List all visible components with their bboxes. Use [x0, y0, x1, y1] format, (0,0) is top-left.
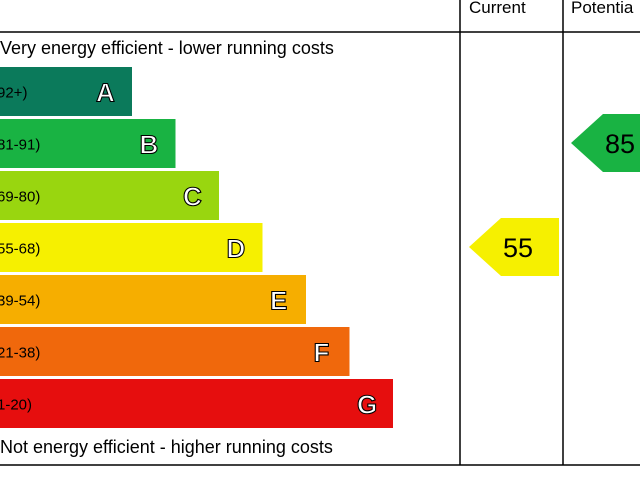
- band-letter-a: A: [96, 78, 115, 108]
- current-column-header: Current: [469, 0, 526, 17]
- rating-bar-d: [0, 223, 263, 272]
- rating-bar-f: [0, 327, 350, 376]
- rating-bars: 92+) A 81-91) B 69-80) C 55-68) D 39-54) E 21-38) F…: [0, 67, 393, 428]
- top-caption: Very energy efficient - lower running co…: [0, 38, 334, 58]
- rating-bar-e: [0, 275, 306, 324]
- range-label-a: 92+): [0, 85, 27, 102]
- rating-bar-c: [0, 171, 219, 220]
- bottom-caption: Not energy efficient - higher running co…: [0, 437, 333, 457]
- current-rating-arrow: [469, 218, 559, 276]
- rating-markers: 55 85: [469, 114, 640, 276]
- potential-column-header: Potentia: [571, 0, 634, 17]
- band-letter-f: F: [314, 338, 330, 368]
- range-label-e: 39-54): [0, 293, 40, 310]
- band-letter-e: E: [270, 286, 287, 316]
- range-label-d: 55-68): [0, 241, 40, 258]
- range-label-g: 1-20): [0, 397, 32, 414]
- range-label-b: 81-91): [0, 137, 40, 154]
- band-letter-c: C: [183, 182, 202, 212]
- potential-rating-arrow: [571, 114, 640, 172]
- rating-bar-a: [0, 67, 132, 116]
- band-letter-g: G: [357, 390, 377, 420]
- rating-bar-b: [0, 119, 176, 168]
- range-label-f: 21-38): [0, 345, 40, 362]
- rating-bar-g: [0, 379, 393, 428]
- range-label-c: 69-80): [0, 189, 40, 206]
- band-letter-d: D: [227, 234, 246, 264]
- current-rating-value: 55: [503, 233, 533, 263]
- potential-rating-value: 85: [605, 129, 635, 159]
- band-letter-b: B: [140, 130, 159, 160]
- chart-frame: [0, 0, 640, 466]
